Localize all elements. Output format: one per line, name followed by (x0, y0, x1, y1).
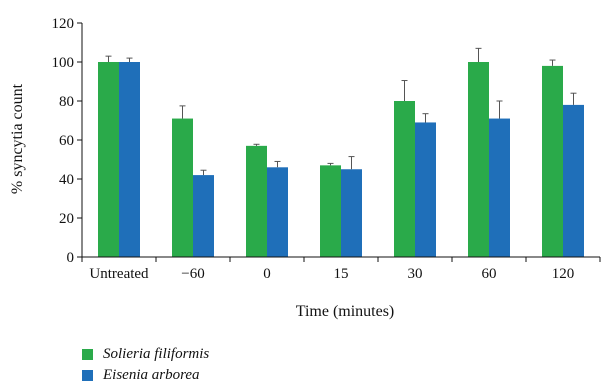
bar-series-1 (172, 118, 193, 257)
legend-item-series-1: Solieria filiformis (82, 344, 209, 364)
x-axis-ticks: Untreated −60 0 15 30 60 120 (81, 257, 601, 282)
x-tick-label: −60 (181, 266, 204, 282)
bar-series-2 (489, 118, 510, 257)
bar-series-2 (415, 122, 436, 257)
y-tick-label: 80 (59, 94, 74, 110)
bar-series-2 (341, 169, 362, 257)
x-tick-label: 120 (552, 266, 575, 282)
y-tick-label: 100 (52, 55, 75, 71)
y-tick-label: 0 (67, 250, 75, 266)
bar-series-1 (98, 62, 119, 257)
bar-series-2 (267, 167, 288, 257)
bar-series-1 (320, 165, 341, 257)
bar-series (98, 62, 584, 258)
legend-label-series-2: Eisenia arborea (103, 366, 200, 383)
bar-series-2 (119, 62, 140, 257)
y-tick-label: 20 (59, 211, 74, 227)
y-tick-label: 120 (52, 16, 75, 32)
x-tick-label: 60 (482, 266, 497, 282)
y-axis-label: % syncytia count (9, 83, 26, 194)
legend: Solieria filiformis Eisenia arborea (82, 344, 209, 386)
error-bars (105, 47, 577, 176)
bar-series-1 (246, 145, 267, 257)
x-axis-label: Time (minutes) (296, 303, 395, 320)
y-axis-ticks: 0 20 40 60 80 100 120 (52, 16, 82, 266)
legend-swatch-series-2 (82, 369, 93, 381)
bar-series-2 (563, 104, 584, 258)
bar-series-1 (394, 101, 415, 257)
x-tick-label: 30 (408, 266, 423, 282)
bar-series-2 (193, 175, 214, 257)
bar-series-1 (542, 65, 563, 258)
y-tick-label: 40 (59, 172, 74, 188)
y-tick-label: 60 (59, 133, 74, 149)
legend-item-series-2: Eisenia arborea (82, 365, 209, 385)
x-tick-label: Untreated (89, 266, 149, 282)
legend-swatch-series-1 (82, 348, 93, 360)
x-tick-label: 15 (334, 266, 349, 282)
bar-series-1 (468, 62, 489, 257)
bar-chart: 0 20 40 60 80 100 120 Untreated −60 0 15 30 60 120 T… (9, 16, 601, 320)
legend-label-series-1: Solieria filiformis (103, 345, 210, 362)
x-tick-label: 0 (263, 266, 271, 282)
